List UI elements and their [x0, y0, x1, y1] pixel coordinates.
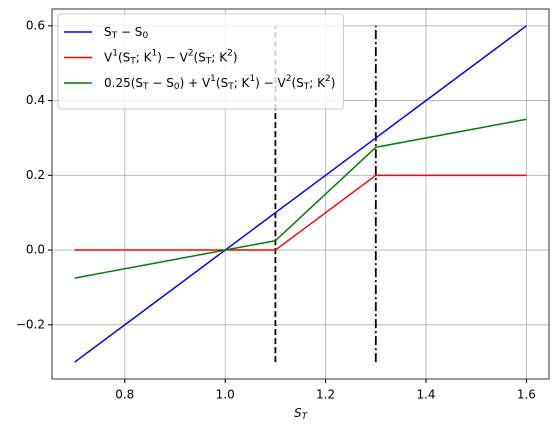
y-tick-label: 0.2 — [26, 168, 45, 182]
x-axis-label: ST — [294, 406, 309, 422]
series-line — [74, 25, 527, 363]
y-tick-label: 0.0 — [26, 243, 45, 257]
series-line — [74, 174, 527, 251]
x-tick-label: 0.8 — [115, 388, 134, 402]
legend-label: V1(ST; K1) − V2(ST; K2) — [104, 48, 238, 66]
y-tick-label: 0.4 — [26, 93, 45, 107]
axes-frame — [51, 8, 550, 380]
series-line — [74, 118, 527, 279]
x-tick-label: 1.2 — [316, 388, 335, 402]
x-tick-label: 1.4 — [416, 388, 435, 402]
legend-label: 0.25(ST − S0) + V1(ST; K1) − V2(ST; K2) — [104, 74, 335, 92]
legend-label: ST − S0 — [104, 25, 148, 41]
y-tick-label: −0.2 — [16, 317, 45, 331]
legend-box — [57, 13, 344, 110]
x-tick-label: 1.0 — [216, 388, 235, 402]
y-tick-label: 0.6 — [26, 18, 45, 32]
x-tick-label: 1.6 — [517, 388, 536, 402]
legend: ST − S0 V1(ST; K1) − V2(ST; K2) 0.25(ST − … — [57, 13, 344, 110]
